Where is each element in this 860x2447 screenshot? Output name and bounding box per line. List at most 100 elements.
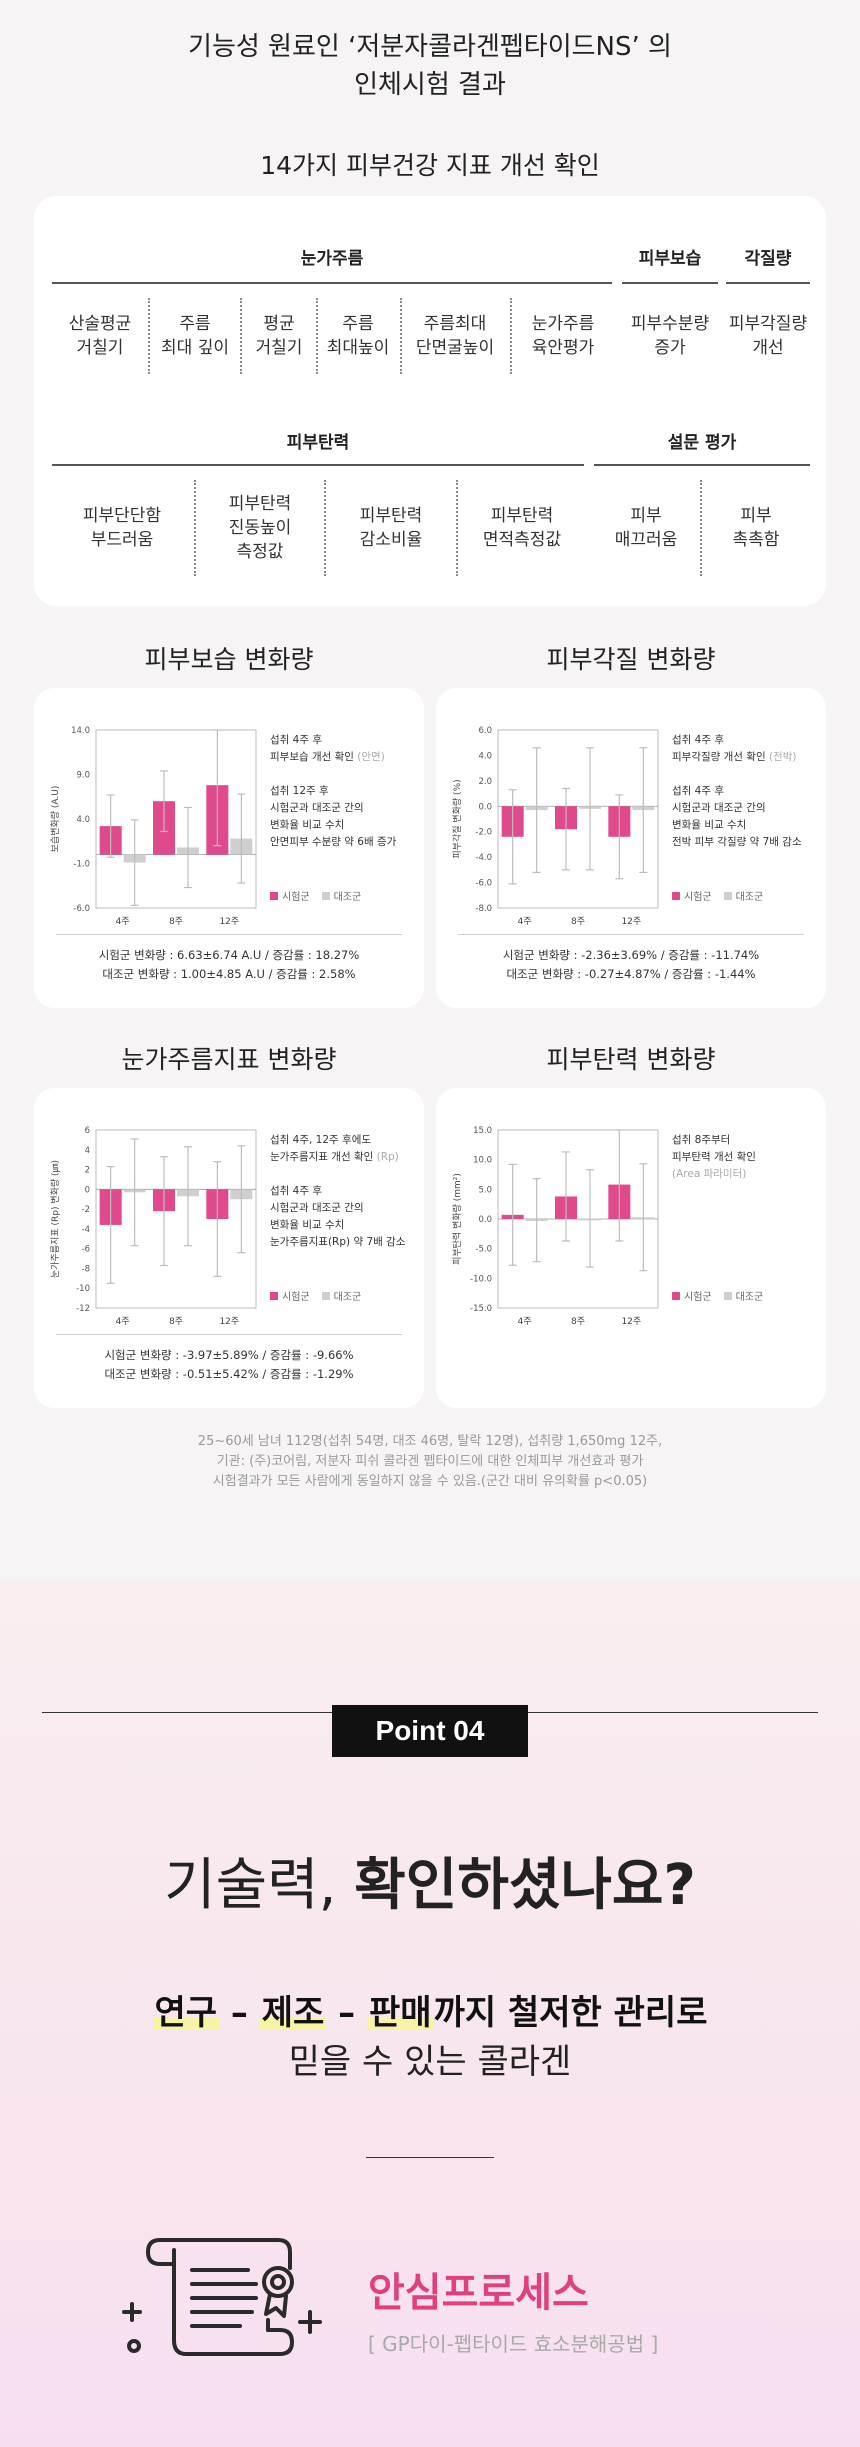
y-axis-label: 피부각질 변화량 (%) [451, 779, 463, 858]
group-line [594, 464, 810, 466]
x-tick-label: 12주 [621, 916, 641, 927]
note-line: 안면피부 수분량 약 6배 증가 [270, 834, 420, 851]
chart-title-moisture: 피부보습 변화량 [144, 645, 314, 674]
group-title-survey: 설문 평가 [667, 433, 737, 453]
note-line: 피부보습 개선 확인 (안면) [270, 749, 420, 766]
note-line: 시험군과 대조군 간의 [672, 800, 822, 817]
lead-line-2: 믿을 수 있는 콜라겐 [288, 2042, 572, 2082]
plot-frame [95, 1129, 257, 1309]
group-line [622, 282, 718, 284]
note-text: 시험군과 대조군 간의 [270, 802, 364, 814]
y-tick-label: -10 [76, 1284, 90, 1294]
x-tick-label: 4주 [116, 1316, 130, 1327]
plot-frame [497, 729, 659, 909]
note-line: 전박 피부 각질량 약 7배 감소 [672, 834, 822, 851]
index-cell: 피부탄력 면적측정값 [482, 506, 562, 550]
y-tick-label: 2.0 [478, 777, 492, 787]
footnote-line: 기관: (주)코어림, 저분자 피쉬 콜라겐 펩타이드에 대한 인체피부 개선효… [216, 1454, 644, 1469]
note-text: 안면피부 수분량 약 6배 증가 [270, 836, 397, 848]
legend-label: 대조군 [735, 892, 764, 903]
index-cell: 피부탄력 진동높이 측정값 [228, 494, 292, 562]
y-tick-label: -15.0 [470, 1304, 492, 1314]
y-tick-label: 9.0 [76, 771, 90, 781]
note-line: 눈가주름지표 개선 확인 (Rp) [270, 1149, 420, 1166]
chart-summary: 시험군 변화량 : 6.63±6.74 A.U / 증감률 : 18.27% 대조… [34, 946, 424, 984]
note-line: 피부각질량 개선 확인 (전박) [672, 749, 822, 766]
y-tick-label: 10.0 [473, 1156, 492, 1166]
skin-index-table: 눈가주름 피부보습 각질량 산술평균 거칠기 주름 최대 깊이 평균 거칠기 주… [34, 196, 826, 606]
chart-svg: 피부각질 변화량 (%) 6.0 4.0 2.0 0.0 -2.0 -4.0 -6.0 -8.0… [451, 726, 659, 927]
legend-swatch [270, 1291, 278, 1300]
y-tick-label: 0.0 [478, 1215, 492, 1225]
group-line [52, 464, 584, 466]
summary-line: 대조군 변화량 : 1.00±4.85 A.U / 증감률 : 2.58% [102, 967, 356, 981]
chart-note: 섭취 4주 후 피부각질량 개선 확인 (전박) 섭취 4주 후 시험군과 대조군 간… [672, 732, 822, 851]
y-tick-label: 2 [85, 1166, 90, 1176]
chart-summary: 시험군 변화량 : -3.97±5.89% / 증감률 : -9.66% 대조군 … [34, 1346, 424, 1384]
chart-legend: 시험군 대조군 [270, 888, 369, 903]
legend-label: 시험군 [282, 892, 310, 903]
chart-title-elasticity: 피부탄력 변화량 [546, 1045, 716, 1074]
legend-label: 대조군 [333, 1292, 362, 1303]
legend-swatch [723, 1291, 732, 1300]
chart-svg: 보습변화량 (A.U) 14.0 9.0 4.0 -1.0 -6.0 4주 8주 12주 [49, 726, 257, 927]
results-section: 기능성 원료인 ‘저분자콜라겐펩타이드NS’ 의 인체시험 결과 14가지 피부… [0, 28, 860, 1492]
y-tick-label: -2 [82, 1205, 90, 1215]
group-title-elasticity: 피부탄력 [286, 433, 350, 453]
cell-divider [700, 480, 702, 576]
footnote-line: 25~60세 남녀 112명(섭취 54명, 대조 46명, 탈락 12명), … [197, 1434, 663, 1449]
headline-line2: 인체시험 결과 [354, 70, 506, 100]
question-plain: 기술력, [164, 1853, 355, 1918]
headline-line1: 기능성 원료인 ‘저분자콜라겐펩타이드NS’ 의 [188, 32, 672, 62]
lead-dash: – [219, 1993, 260, 2033]
index-cell: 피부탄력 감소비율 [359, 506, 423, 550]
process-title: 안심프로세스 [368, 2270, 589, 2316]
note-line [270, 766, 420, 783]
chart-svg: 피부탄력 변화량 (mm²) 15.0 10.0 5.0 0.0 -5.0 -10.0 -15… [451, 1126, 659, 1327]
note-line: 변화율 비교 수치 [270, 817, 420, 834]
note-line: 섭취 12주 후 [270, 783, 420, 800]
y-tick-label: 15.0 [473, 1126, 492, 1136]
y-tick-label: -10.0 [470, 1274, 492, 1284]
footnote-line: 시험결과가 모든 사람에게 동일하지 않을 수 있음.(군간 대비 유의확률 p… [212, 1474, 648, 1489]
note-text: 섭취 4주 후 [270, 1185, 322, 1197]
page-headline: 기능성 원료인 ‘저분자콜라겐펩타이드NS’ 의 인체시험 결과 [0, 28, 860, 104]
note-text: 변화율 비교 수치 [270, 1219, 345, 1231]
y-tick-label: -4 [82, 1225, 90, 1235]
cell-divider [456, 480, 458, 576]
y-axis-label: 눈가주름지표 (Rp) 변화량 (㎛) [49, 1160, 61, 1278]
y-tick-label: 0.0 [478, 802, 492, 812]
note-line: 섭취 8주부터 [672, 1132, 822, 1149]
x-tick-label: 8주 [571, 1316, 585, 1327]
study-footnote: 25~60세 남녀 112명(섭취 54명, 대조 46명, 탈락 12명), … [0, 1432, 860, 1492]
index-cell: 피부수분량 증가 [630, 314, 710, 358]
summary-line: 시험군 변화량 : -2.36±3.69% / 증감률 : -11.74% [502, 948, 760, 962]
group-line [52, 282, 612, 284]
note-line [672, 766, 822, 783]
note-muted: (전박) [768, 751, 797, 763]
note-line: 섭취 4주 후 [672, 783, 822, 800]
chart-summary: 시험군 변화량 : -2.36±3.69% / 증감률 : -11.74% 대조군… [436, 946, 826, 984]
note-line: 변화율 비교 수치 [672, 817, 822, 834]
y-tick-label: 6 [85, 1126, 90, 1136]
note-text: 섭취 8주부터 [672, 1134, 731, 1146]
y-tick-label: 4.0 [76, 815, 90, 825]
note-line: (Area 파라미터) [672, 1166, 822, 1183]
group-title-keratin: 각질량 [744, 249, 792, 269]
cell-divider [240, 298, 242, 374]
legend-label: 시험군 [684, 892, 712, 903]
y-tick-label: -4.0 [475, 853, 492, 863]
y-tick-label: -12 [76, 1304, 90, 1314]
cell-divider [510, 298, 512, 374]
x-tick-label: 12주 [219, 916, 239, 927]
chart-card-wrinkle: 눈가주름지표 (Rp) 변화량 (㎛) 6 4 2 0 -2 -4 -6 -8 -10 -12 4주 8… [34, 1088, 424, 1408]
note-line: 섭취 4주 후 [270, 1183, 420, 1200]
note-line: 섭취 4주, 12주 후에도 [270, 1132, 420, 1149]
note-line [270, 1166, 420, 1183]
x-tick-label: 12주 [621, 1316, 641, 1327]
legend-swatch [723, 891, 732, 900]
note-line: 시험군과 대조군 간의 [270, 1200, 420, 1217]
note-text: 시험군과 대조군 간의 [672, 802, 766, 814]
group-title-moisture: 피부보습 [638, 249, 702, 269]
